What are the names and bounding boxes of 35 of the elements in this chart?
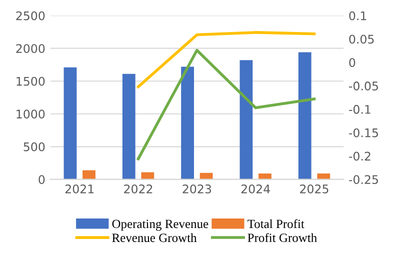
bar <box>240 60 253 180</box>
line-series <box>136 31 316 88</box>
y2-tick-label: -0.05 <box>349 82 378 90</box>
bar <box>258 174 272 180</box>
y2-tick-label: -0.25 <box>349 175 378 184</box>
legend-label: Profit Growth <box>248 233 317 242</box>
y-tick-label: 500 <box>24 142 45 152</box>
y-tick-label: 2000 <box>16 44 45 54</box>
x-tick-label: 2023 <box>182 184 212 194</box>
y2-tick-label: -0.1 <box>349 104 370 114</box>
bar <box>122 74 136 180</box>
x-tick-label: 2022 <box>124 184 152 194</box>
y2-tick-label: -0.2 <box>349 152 370 161</box>
x-tick-label: 2021 <box>65 184 94 194</box>
y-tick-label: 2500 <box>16 11 45 20</box>
bar <box>200 172 213 180</box>
x-tick-label: 2025 <box>300 184 328 194</box>
y-tick-label: 1500 <box>16 76 45 86</box>
bar <box>141 172 154 180</box>
legend-label: Total Profit <box>248 219 304 228</box>
y-tick-label: 0 <box>38 175 45 184</box>
bar <box>298 52 312 180</box>
bar <box>64 67 77 180</box>
legend-label: Revenue Growth <box>112 233 197 242</box>
y2-tick-label: -0.15 <box>349 128 378 138</box>
bar <box>82 170 96 180</box>
legend-label: Operating Revenue <box>112 220 208 231</box>
y2-tick-label: 0.1 <box>349 11 366 20</box>
y2-tick-label: 0 <box>349 58 356 68</box>
line-series <box>136 48 316 160</box>
y2-tick-label: 0.05 <box>349 34 374 44</box>
bar <box>181 66 194 180</box>
x-tick-label: 2024 <box>241 184 270 194</box>
bar <box>317 174 330 180</box>
y-tick-label: 1000 <box>16 110 45 119</box>
